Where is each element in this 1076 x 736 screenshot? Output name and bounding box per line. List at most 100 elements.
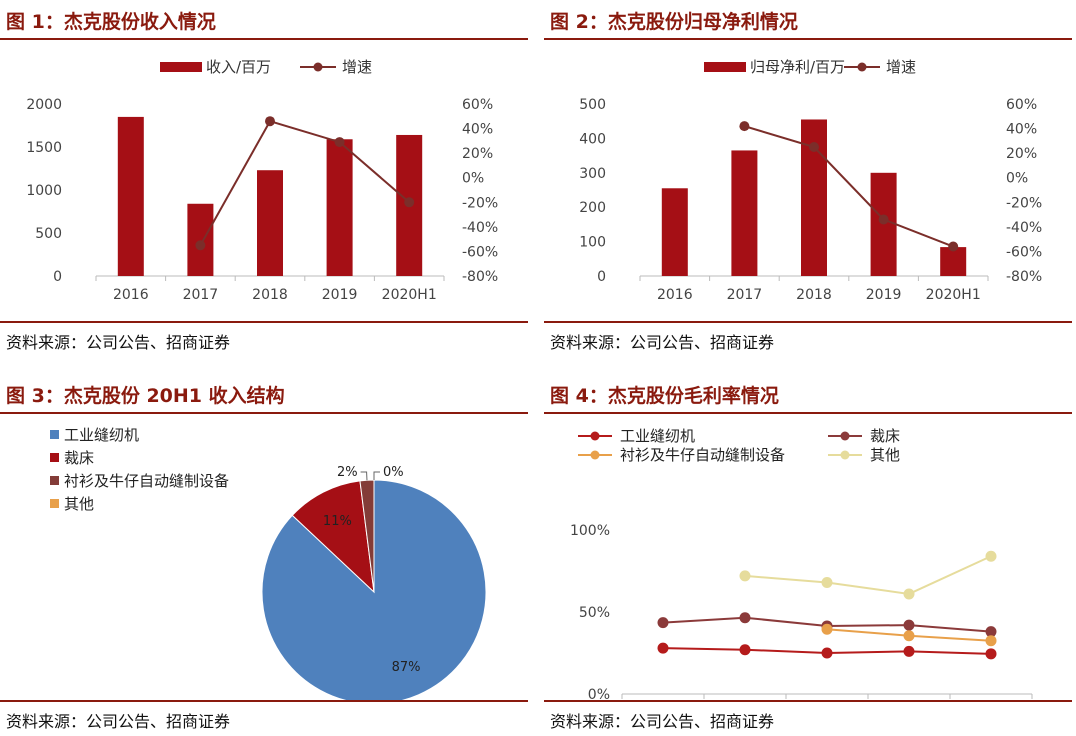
legend-bar-label: 收入/百万 [206, 58, 271, 76]
legend-label: 裁床 [64, 449, 94, 467]
y-tick-label: 400 [579, 131, 606, 147]
growth-line [744, 125, 954, 248]
series-point [821, 576, 833, 588]
growth-point [265, 116, 275, 127]
x-tick-label: 2020H1 [926, 287, 981, 303]
legend-swatch [50, 430, 59, 439]
y-tick-label: 50% [579, 605, 610, 621]
series-point [903, 630, 915, 642]
series-point [985, 635, 997, 647]
pie-leader-line [373, 471, 380, 480]
series-point [821, 623, 833, 635]
legend-label: 其他 [870, 446, 900, 464]
pie-data-label: 87% [392, 660, 421, 675]
pie-data-label: 11% [323, 514, 352, 529]
legend-label: 裁床 [870, 427, 900, 445]
y2-tick-label: -80% [1006, 269, 1042, 285]
y-tick-label: 1500 [26, 140, 62, 156]
legend-marker [840, 450, 850, 460]
pie-data-label: 2% [337, 465, 358, 480]
y-tick-label: 100% [570, 523, 610, 539]
legend-line-label: 增速 [342, 58, 372, 76]
panel-revenue-structure: 图 3：杰克股份 20H1 收入结构 工业缝纫机 裁床 衬衫及牛仔自动缝制设备 其他 8… [0, 378, 528, 731]
bar [326, 139, 353, 276]
x-tick-label: 2018 [796, 287, 832, 303]
y2-tick-label: 20% [1006, 146, 1037, 162]
y2-tick-label: 60% [462, 97, 493, 113]
legend-marker [590, 450, 600, 460]
y-tick-label: 500 [579, 97, 606, 113]
panel-title: 图 4：杰克股份毛利率情况 [544, 378, 1072, 414]
y2-tick-label: 0% [1006, 171, 1028, 187]
bar [731, 150, 758, 276]
y2-tick-label: -80% [462, 269, 498, 285]
panel-title: 图 2：杰克股份归母净利情况 [544, 4, 1072, 40]
y2-tick-label: 20% [462, 146, 493, 162]
y2-tick-label: -60% [462, 244, 498, 260]
series-point [739, 644, 751, 656]
y2-tick-label: 40% [1006, 122, 1037, 138]
revenue-chart: 收入/百万 增速 0 500 1000 1500 2000 -80% -60% -40% -20% 0… [26, 58, 498, 303]
series-point [657, 617, 669, 629]
y-tick-label: 300 [579, 166, 606, 182]
bar [187, 203, 214, 276]
growth-point [334, 137, 345, 148]
panel-gross-margin: 图 4：杰克股份毛利率情况 工业缝纫机 裁床 衬衫及牛仔自动缝制设备 其他 0% 50% 1… [544, 378, 1072, 731]
legend-bar-label: 归母净利/百万 [750, 58, 845, 76]
pie-leader-line [360, 471, 368, 481]
growth-point [878, 214, 889, 225]
source-note: 资料来源：公司公告、招商证券 [0, 321, 528, 353]
x-tick-label: 2020H1 [382, 287, 437, 303]
bar [661, 188, 688, 276]
legend-line-label: 增速 [886, 58, 916, 76]
source-note: 资料来源：公司公告、招商证券 [0, 700, 528, 732]
y-tick-label: 100 [579, 235, 606, 251]
series-point [985, 626, 997, 638]
bar [940, 247, 967, 276]
series-line [744, 555, 992, 595]
series-point [903, 619, 915, 631]
legend-bar-swatch [160, 62, 202, 72]
source-note: 资料来源：公司公告、招商证券 [544, 700, 1072, 732]
series-point [657, 642, 669, 654]
panel-net-profit: 图 2：杰克股份归母净利情况 归母净利/百万 增速 0 100 200 300 400 500… [544, 4, 1072, 352]
panel-title: 图 1：杰克股份收入情况 [0, 4, 528, 40]
legend-marker [590, 431, 600, 441]
legend-label: 工业缝纫机 [64, 426, 139, 444]
x-tick-label: 2018 [252, 287, 288, 303]
y2-tick-label: -40% [1006, 220, 1042, 236]
y2-tick-label: 0% [462, 171, 484, 187]
series-point [985, 648, 997, 660]
y2-tick-label: -60% [1006, 244, 1042, 260]
legend-bar-swatch [704, 62, 746, 72]
growth-point [809, 142, 819, 152]
y2-tick-label: -20% [462, 195, 498, 211]
growth-point [195, 240, 206, 251]
y2-tick-label: -20% [1006, 195, 1042, 211]
legend-swatch [50, 453, 59, 462]
series-point [985, 550, 997, 562]
legend-label: 其他 [64, 495, 94, 513]
legend-swatch [50, 476, 59, 485]
panel-revenue: 图 1：杰克股份收入情况 收入/百万 增速 0 500 1000 1500 2000 -80%… [0, 4, 528, 352]
growth-point [404, 197, 415, 208]
x-tick-label: 2017 [183, 287, 219, 303]
y2-tick-label: 40% [462, 122, 493, 138]
pie-slice [291, 480, 375, 594]
legend-label: 衬衫及牛仔自动缝制设备 [620, 446, 785, 464]
growth-point [739, 121, 750, 132]
y-tick-label: 0 [597, 269, 606, 285]
legend-marker [840, 431, 850, 441]
bar [257, 170, 283, 276]
pie-data-label: 0% [383, 465, 404, 480]
legend-label: 工业缝纫机 [620, 427, 695, 445]
bar [117, 116, 144, 277]
legend-line-marker [857, 62, 867, 72]
x-tick-label: 2017 [727, 287, 763, 303]
y-tick-label: 1000 [26, 183, 62, 199]
series-point [903, 588, 915, 600]
y-tick-label: 2000 [26, 97, 62, 113]
source-note: 资料来源：公司公告、招商证券 [544, 321, 1072, 353]
gross-margin-chart: 工业缝纫机裁床衬衫及牛仔自动缝制设备其他0%50%100%20162017201… [570, 427, 1033, 700]
legend-label: 衬衫及牛仔自动缝制设备 [64, 472, 229, 490]
